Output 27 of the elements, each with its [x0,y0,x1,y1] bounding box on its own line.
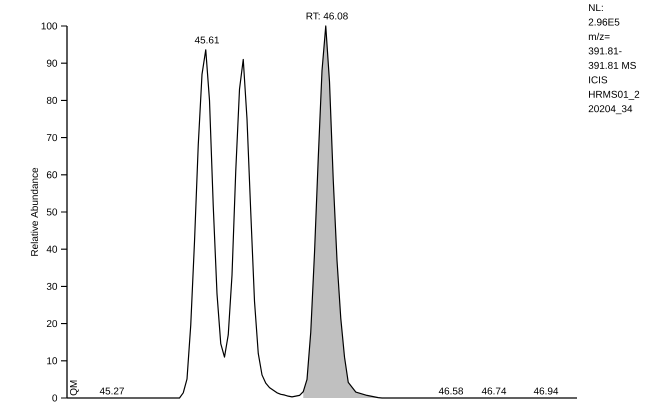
text: 20204_34 [588,105,632,114]
text: HRMS01_2 [589,90,640,100]
text: m/z= [588,32,610,40]
annotation: 45.61 [194,36,219,44]
y-tick-label: 70 [46,134,58,142]
y-tick-label: 10 [47,357,58,364]
text: NL: [589,4,603,12]
annotation: QM [70,380,79,396]
annotation: 45.27 [100,387,124,395]
y-tick-label: 60 [46,171,58,178]
y-tick-label: 40 [46,246,58,253]
text: 2.96E5 [588,18,620,26]
y-tick-label: 0 [52,394,58,402]
text: 391.81 MS [588,62,636,69]
y-axis-title: Relative Abundance [30,168,38,256]
annotation: 46.74 [482,387,506,395]
annotation: 46.58 [438,387,464,395]
y-tick-label: 50 [46,208,58,216]
text: ICIS [589,76,608,84]
annotation: 46.94 [534,387,558,395]
y-tick-label: 90 [46,60,58,67]
y-tick-label: 30 [46,282,58,290]
y-tick-label: 100 [42,22,58,30]
y-tick-label: 20 [46,320,58,328]
text: RT: 46.08 [306,12,348,20]
y-tick-label: 80 [46,96,58,104]
text: 391.81- [588,47,622,54]
